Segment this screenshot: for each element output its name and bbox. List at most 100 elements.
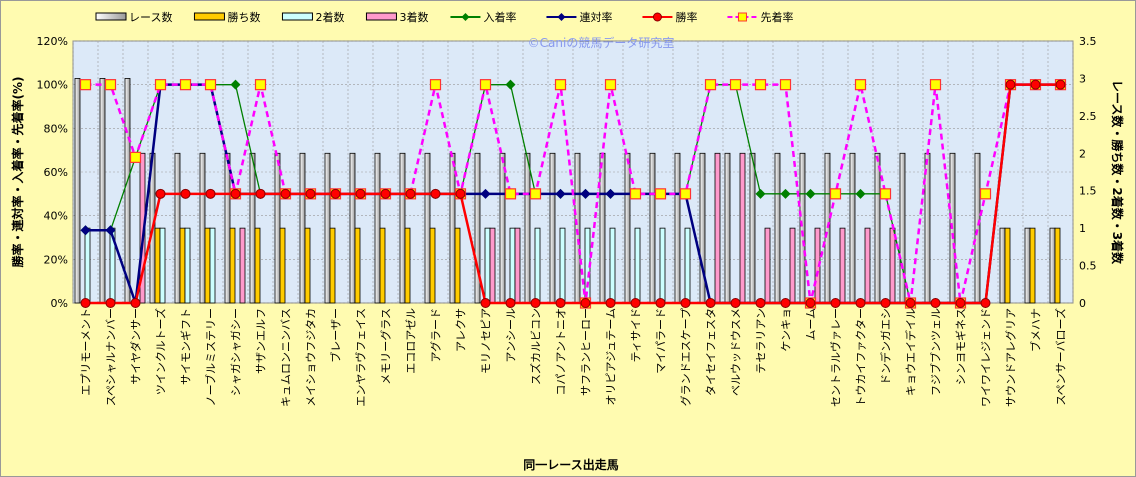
- bar-third: [839, 227, 846, 304]
- marker-diamond: [755, 188, 766, 199]
- marker-circle: [805, 298, 816, 308]
- bar-races: [74, 78, 81, 304]
- marker-circle: [355, 188, 366, 199]
- bar-races: [174, 152, 181, 304]
- marker-square: [729, 79, 742, 91]
- marker-square: [429, 79, 442, 91]
- marker-circle: [305, 188, 316, 199]
- bar-races: [649, 152, 656, 304]
- bar-races: [999, 227, 1006, 304]
- bar-second: [559, 227, 566, 304]
- x-tick-label: サフランヒーロー: [580, 308, 593, 396]
- bar-third: [489, 227, 496, 304]
- x-tick-label: ムーム: [805, 308, 818, 341]
- bar-races: [199, 152, 206, 304]
- bar-wins: [404, 227, 411, 304]
- marker-circle: [555, 298, 566, 308]
- x-tick-label: エプリモーメント: [80, 308, 93, 396]
- bar-wins: [204, 227, 211, 304]
- marker-circle: [380, 188, 391, 199]
- line-勝率: [85, 83, 1061, 305]
- marker-diamond: [230, 79, 241, 90]
- bar-wins: [279, 227, 286, 304]
- y-axis-title-left: 勝率・連対率・入着率・先着率(%): [10, 77, 25, 268]
- marker-square: [929, 79, 942, 91]
- marker-circle: [530, 298, 541, 308]
- bar-races: [449, 152, 456, 304]
- bar-third: [514, 227, 521, 304]
- bar-wins: [304, 227, 311, 304]
- marker-circle: [1055, 79, 1066, 90]
- bar-races: [224, 152, 231, 304]
- bar-races: [824, 152, 831, 304]
- marker-circle: [480, 298, 491, 308]
- bar-races: [99, 78, 106, 304]
- x-tick-label: エコロアゼル: [405, 308, 418, 374]
- bar-races: [124, 78, 131, 304]
- x-tick-label: スペンサーバローズ: [1054, 308, 1068, 406]
- bar-third: [714, 152, 721, 304]
- legend-label: 2着数: [315, 10, 344, 24]
- bar-races: [624, 152, 631, 304]
- bar-races: [774, 152, 781, 304]
- x-tick-label: スズカルビコン: [529, 308, 543, 385]
- marker-circle: [830, 298, 841, 308]
- bar-races: [924, 152, 931, 304]
- marker-square: [254, 79, 267, 91]
- x-tick-label: マイパラード: [655, 308, 668, 374]
- marker-square: [129, 151, 142, 163]
- x-tick-label: サイヤダンサー: [129, 308, 143, 385]
- legend-label: 連対率: [579, 10, 612, 24]
- x-tick-label: サザンエルフ: [255, 308, 268, 374]
- bar-wins: [429, 227, 436, 304]
- marker-diamond: [80, 225, 91, 236]
- marker-circle: [455, 188, 466, 199]
- marker-circle: [430, 188, 441, 199]
- marker-circle: [1030, 79, 1041, 90]
- x-tick-label: タイセイフェスタ: [705, 308, 718, 396]
- bar-races: [399, 152, 406, 304]
- bar-second: [209, 227, 216, 304]
- y-tick-left: 80%: [44, 122, 68, 135]
- marker-circle: [730, 298, 741, 308]
- legend-marker: [557, 13, 566, 21]
- marker-circle: [1005, 79, 1016, 90]
- bar-second: [534, 227, 541, 304]
- legend-label: 入着率: [483, 10, 516, 24]
- bar-races: [974, 152, 981, 304]
- marker-circle: [205, 188, 216, 199]
- y-tick-right: 3: [1079, 72, 1086, 85]
- bar-races: [899, 152, 906, 304]
- x-tick-label: エンヤラヴフェイス: [354, 308, 368, 407]
- watermark: ©Caniの競馬データ研究室: [528, 35, 675, 50]
- marker-square: [104, 79, 117, 91]
- y-tick-left: 120%: [37, 35, 68, 48]
- bar-races: [524, 152, 531, 304]
- bar-second: [659, 227, 666, 304]
- marker-circle: [280, 188, 291, 199]
- marker-circle: [405, 188, 416, 199]
- legend-marker: [737, 12, 747, 22]
- legend-swatch: [365, 12, 397, 21]
- bar-second: [609, 227, 616, 304]
- legend-label: 先着率: [760, 10, 793, 24]
- marker-diamond: [605, 188, 616, 199]
- marker-circle: [230, 188, 241, 199]
- bar-third: [239, 227, 246, 304]
- bar-races: [324, 152, 331, 304]
- x-tick-label: ケンキョ: [780, 308, 793, 352]
- x-tick-label: グランドエスケープ: [679, 308, 693, 406]
- marker-circle: [955, 298, 966, 308]
- marker-circle: [505, 298, 516, 308]
- marker-diamond: [555, 188, 566, 199]
- legend-label: 勝率: [675, 10, 697, 24]
- x-tick-label: ブレーザー: [329, 308, 343, 363]
- bar-wins: [454, 227, 461, 304]
- marker-circle: [930, 298, 941, 308]
- bar-races: [349, 152, 356, 304]
- bar-races: [799, 152, 806, 304]
- bar-races: [574, 152, 581, 304]
- x-tick-label: フジブブンツェル: [929, 308, 943, 396]
- x-tick-label: ティサイド: [630, 308, 643, 362]
